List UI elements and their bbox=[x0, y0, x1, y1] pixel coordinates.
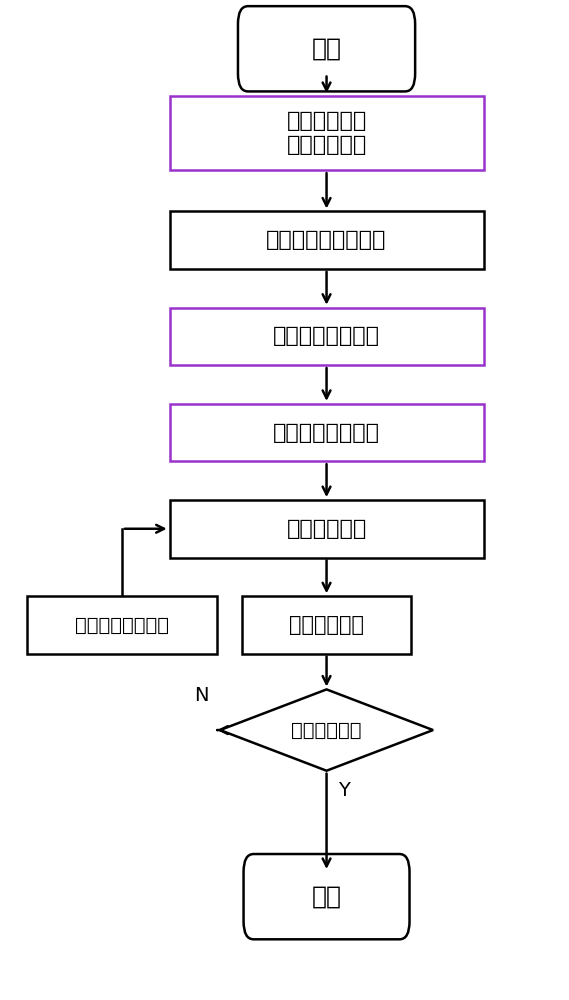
Text: 结束: 结束 bbox=[312, 885, 341, 909]
Bar bbox=[242, 596, 411, 654]
Text: N: N bbox=[194, 686, 209, 705]
Text: 调节控制律器参数: 调节控制律器参数 bbox=[75, 615, 169, 634]
Bar bbox=[170, 96, 484, 170]
Bar bbox=[170, 404, 484, 461]
Bar bbox=[170, 500, 484, 558]
Text: 查看控制效果: 查看控制效果 bbox=[289, 615, 364, 635]
Bar bbox=[27, 596, 217, 654]
Text: Y: Y bbox=[338, 781, 349, 800]
Text: 设计高增益观测器: 设计高增益观测器 bbox=[273, 326, 380, 346]
FancyBboxPatch shape bbox=[244, 854, 410, 939]
Text: 开始: 开始 bbox=[312, 37, 341, 61]
Bar bbox=[170, 211, 484, 269]
FancyBboxPatch shape bbox=[238, 6, 415, 91]
Text: 是否满足要求: 是否满足要求 bbox=[291, 721, 362, 740]
Text: 控制系统仿真: 控制系统仿真 bbox=[286, 519, 366, 539]
Text: 舵机模型构建与分析: 舵机模型构建与分析 bbox=[266, 230, 387, 250]
Text: 设计动态面控制律: 设计动态面控制律 bbox=[273, 423, 380, 443]
Text: 摄像机方位角
和俯仰角解算: 摄像机方位角 和俯仰角解算 bbox=[286, 111, 366, 155]
Bar bbox=[170, 308, 484, 365]
Polygon shape bbox=[220, 689, 433, 771]
